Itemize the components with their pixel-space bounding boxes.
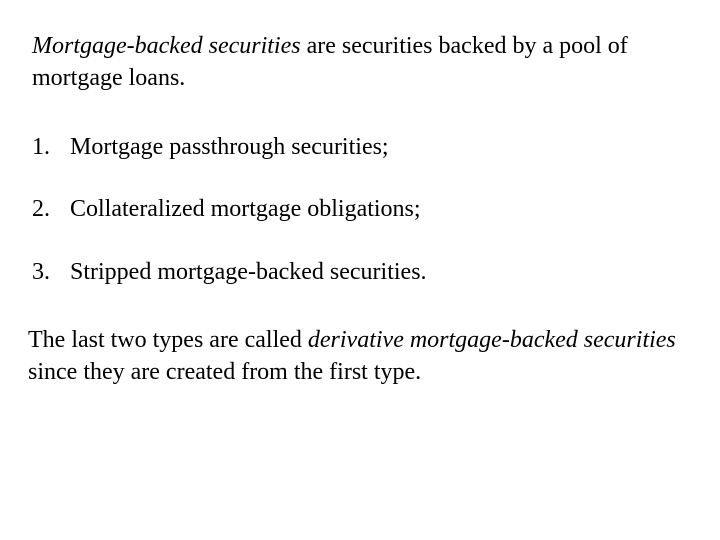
list-number: 1. — [32, 131, 60, 163]
list-number: 2. — [32, 193, 60, 225]
list-number: 3. — [32, 256, 60, 288]
conclusion-term: derivative mortgage-backed securities — [308, 327, 676, 353]
list-item: 3. Stripped mortgage-backed securities. — [32, 256, 692, 288]
intro-term: Mortgage-backed securities — [32, 33, 301, 59]
list-item: 2. Collateralized mortgage obligations; — [32, 193, 692, 225]
list-text: Mortgage passthrough securities; — [60, 131, 389, 163]
list-text: Collateralized mortgage obligations; — [60, 193, 421, 225]
list-text: Stripped mortgage-backed securities. — [60, 256, 427, 288]
list-item: 1. Mortgage passthrough securities; — [32, 131, 692, 163]
conclusion-before: The last two types are called — [28, 327, 308, 353]
numbered-list: 1. Mortgage passthrough securities; 2. C… — [28, 131, 692, 288]
conclusion-after: since they are created from the first ty… — [28, 359, 421, 385]
conclusion-paragraph: The last two types are called derivative… — [28, 324, 692, 389]
intro-paragraph: Mortgage-backed securities are securitie… — [28, 30, 692, 95]
